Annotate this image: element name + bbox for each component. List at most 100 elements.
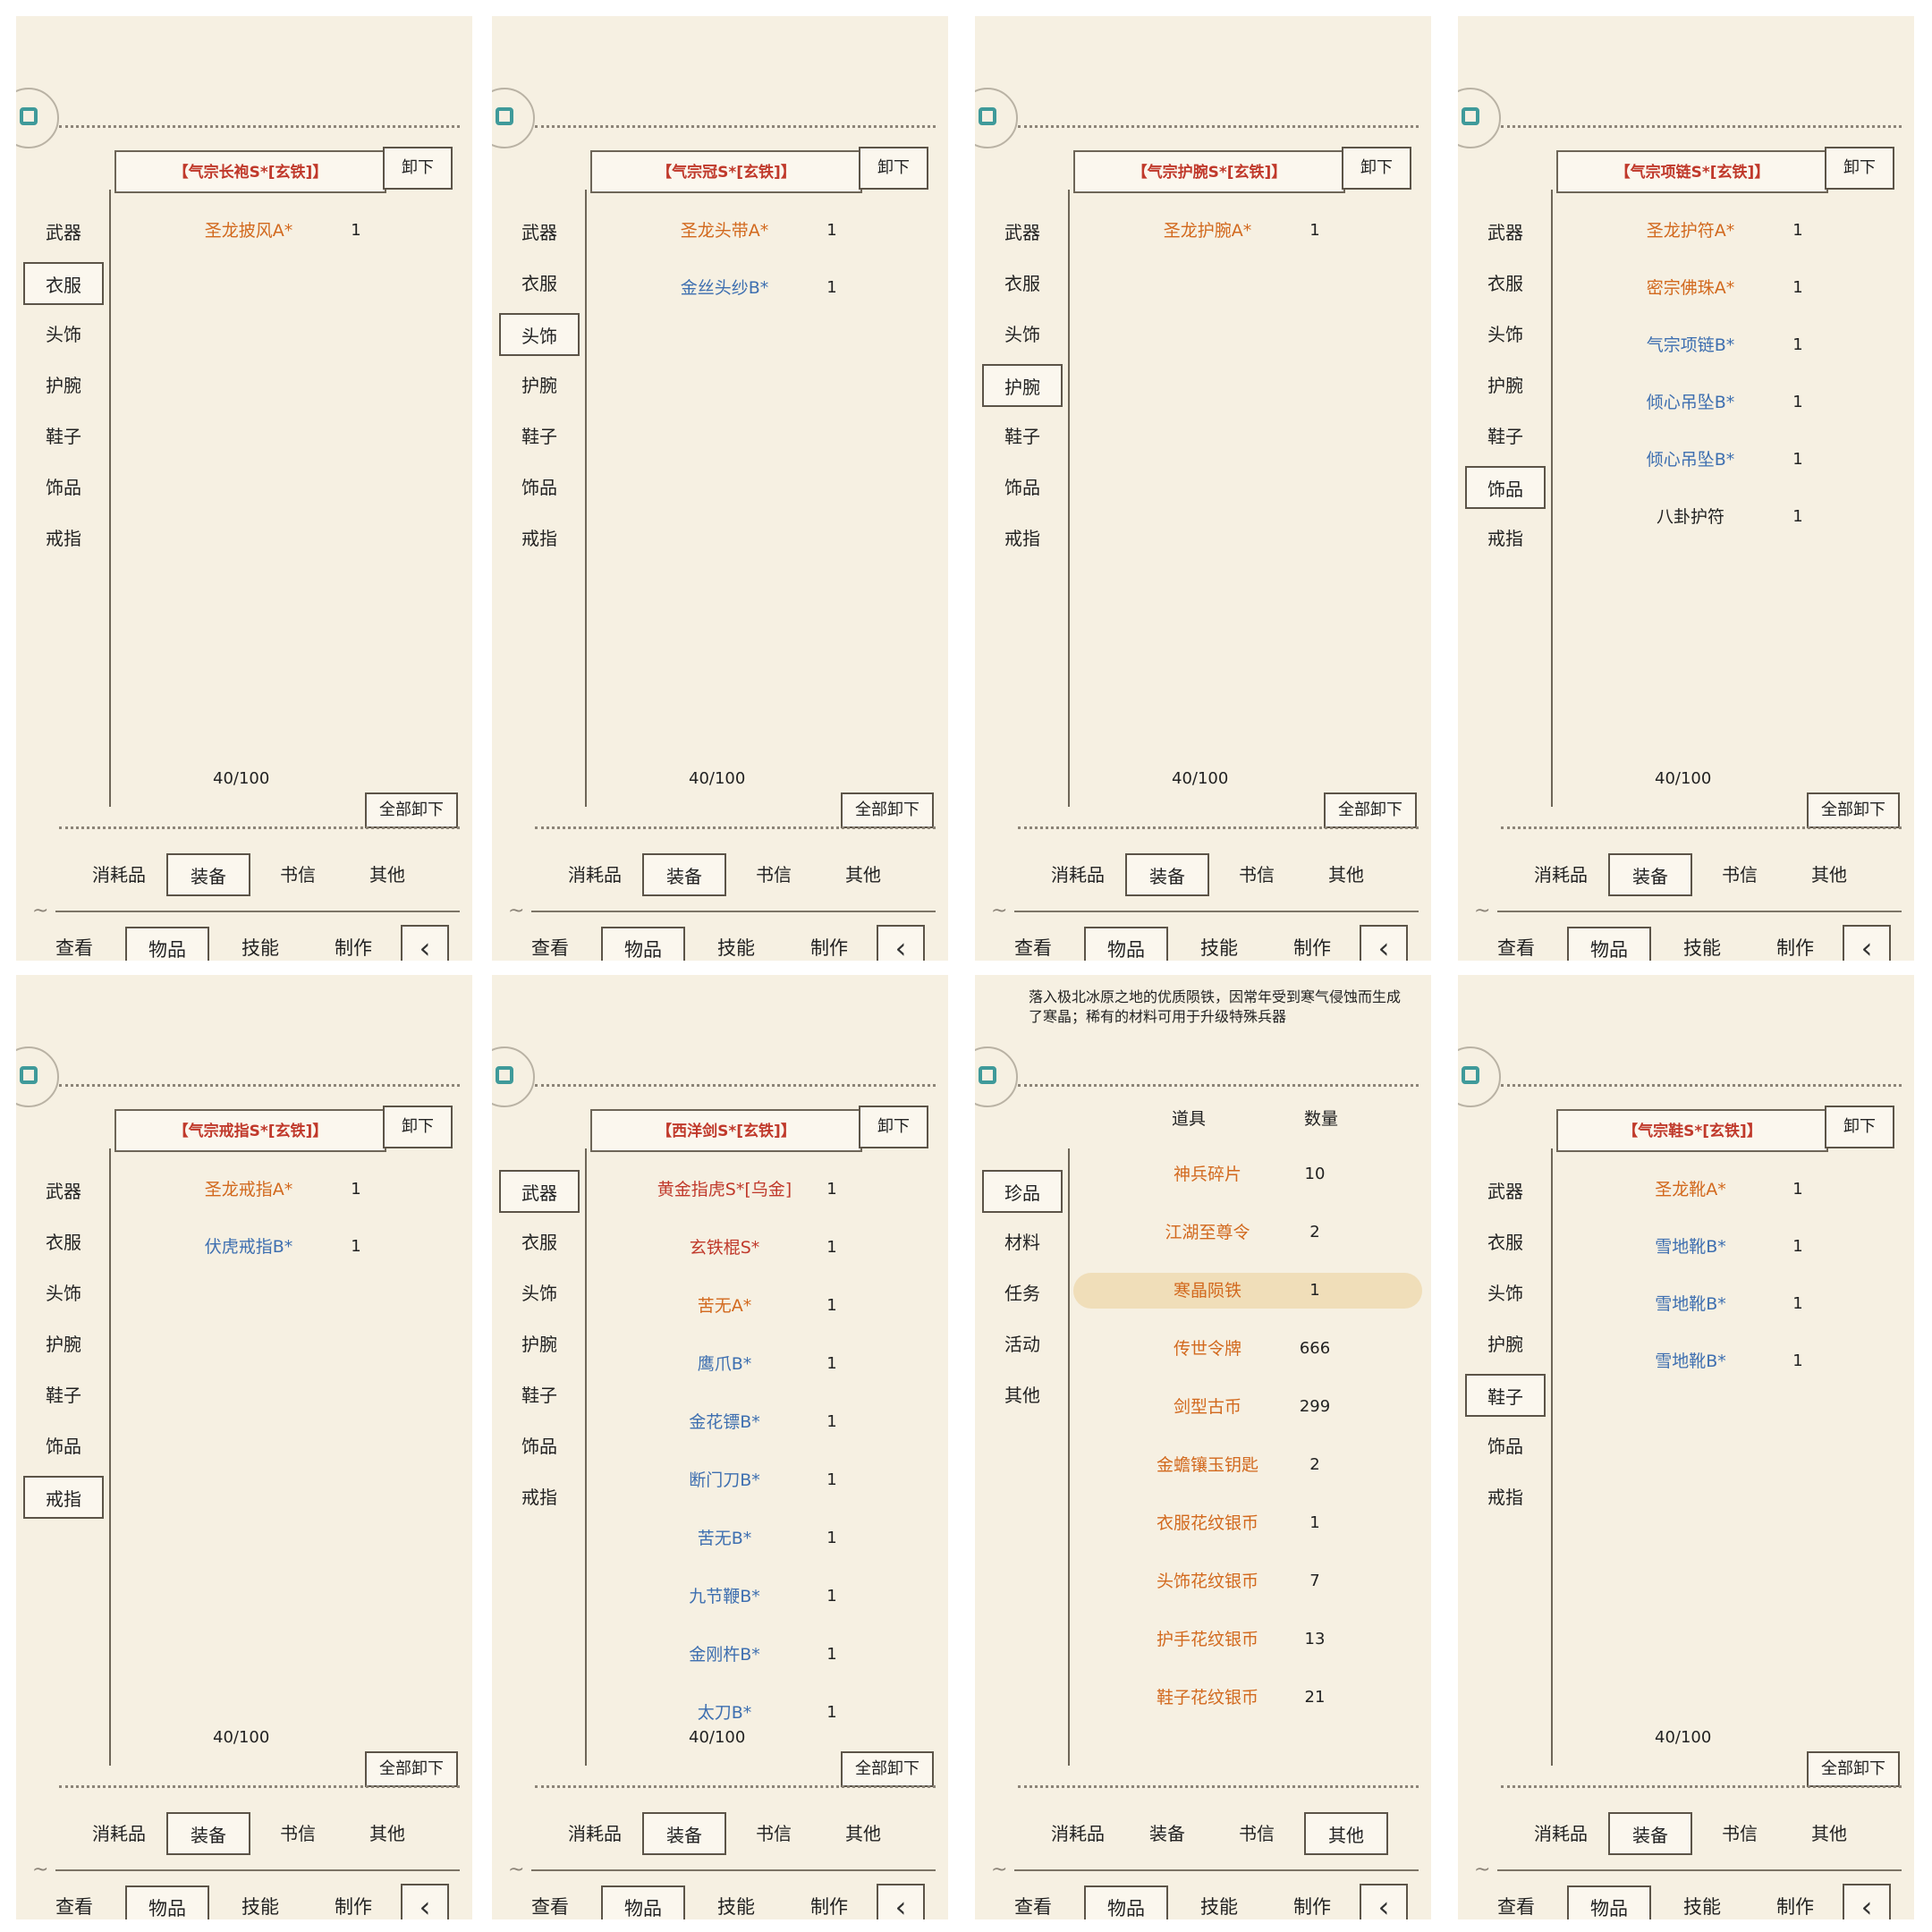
menu-orb-icon[interactable] [975,88,1018,148]
unequip-button[interactable]: 卸下 [1825,1106,1894,1148]
unequip-button[interactable]: 卸下 [1825,147,1894,190]
menu-orb-icon[interactable] [1458,88,1501,148]
list-item[interactable]: 玄铁棍S* [689,1238,760,1258]
main-tab[interactable]: 制作 [335,1896,372,1918]
main-tab[interactable]: 查看 [55,937,93,959]
sub-tab[interactable]: 其他 [369,1823,405,1844]
main-tab[interactable]: 查看 [1014,1896,1052,1918]
list-item[interactable]: 倾心吊坠B* [1646,450,1735,470]
list-item[interactable]: 圣龙护腕A* [1163,221,1252,241]
unequip-button[interactable]: 卸下 [1342,147,1411,190]
unequip-all-button[interactable]: 全部卸下 [1807,792,1900,828]
menu-orb-icon[interactable] [492,88,535,148]
category-tab[interactable]: 饰品 [521,477,557,498]
back-arrow-icon[interactable]: ‹ [1843,1884,1891,1919]
list-item[interactable]: 太刀B* [697,1703,752,1723]
list-item[interactable]: 头饰花纹银币 [1156,1572,1258,1591]
list-item[interactable]: 圣龙披风A* [204,221,293,241]
sub-tab[interactable]: 消耗品 [92,864,146,886]
sub-tab[interactable]: 消耗品 [568,1823,622,1844]
sub-tab[interactable]: 其他 [369,864,405,886]
main-tab[interactable]: 制作 [1293,937,1331,959]
sub-tab[interactable]: 书信 [1239,864,1275,886]
main-tab[interactable]: 技能 [242,937,279,959]
main-tab[interactable]: 查看 [531,937,569,959]
main-tab[interactable]: 技能 [717,937,755,959]
category-tab[interactable]: 鞋子 [46,426,81,447]
list-item[interactable]: 金刚杵B* [689,1645,760,1665]
category-tab[interactable]: 衣服 [521,1232,557,1253]
main-tab[interactable]: 查看 [55,1896,93,1918]
list-item[interactable]: 传世令牌 [1173,1339,1241,1359]
main-tab[interactable]: 物品 [1084,927,1168,961]
unequip-all-button[interactable]: 全部卸下 [365,1751,458,1787]
category-tab[interactable]: 头饰 [1487,324,1523,345]
category-tab[interactable]: 衣服 [1004,273,1040,294]
list-item[interactable]: 黄金指虎S*[乌金] [657,1180,792,1199]
sub-tab[interactable]: 装备 [642,1812,726,1855]
category-tab[interactable]: 饰品 [1487,1436,1523,1457]
back-arrow-icon[interactable]: ‹ [877,925,925,961]
equipped-slot[interactable]: 【气宗鞋S*[玄铁]】 [1556,1109,1828,1152]
category-tab[interactable]: 武器 [46,222,81,243]
list-item[interactable]: 金花镖B* [689,1412,760,1432]
category-tab[interactable]: 鞋子 [1487,426,1523,447]
sub-tab[interactable]: 消耗品 [568,864,622,886]
unequip-button[interactable]: 卸下 [859,147,928,190]
list-item[interactable]: 剑型古币 [1173,1397,1241,1417]
category-tab[interactable]: 衣服 [46,1232,81,1253]
category-tab[interactable]: 武器 [521,222,557,243]
main-tab[interactable]: 技能 [1200,937,1238,959]
category-tab[interactable]: 衣服 [23,262,104,305]
category-tab[interactable]: 头饰 [1004,324,1040,345]
category-tab[interactable]: 头饰 [499,313,580,356]
unequip-all-button[interactable]: 全部卸下 [1324,792,1417,828]
menu-orb-icon[interactable] [975,1046,1018,1107]
equipped-slot[interactable]: 【气宗项链S*[玄铁]】 [1556,150,1828,193]
sub-tab[interactable]: 装备 [642,853,726,896]
category-tab[interactable]: 头饰 [46,324,81,345]
main-tab[interactable]: 技能 [1683,1896,1721,1918]
sub-tab[interactable]: 书信 [756,864,792,886]
list-item[interactable]: 雪地靴B* [1655,1294,1726,1314]
list-item[interactable]: 衣服花纹银币 [1156,1513,1258,1533]
category-tab[interactable]: 衣服 [1487,1232,1523,1253]
category-tab[interactable]: 材料 [1004,1232,1040,1253]
list-item[interactable]: 圣龙头带A* [680,221,769,241]
sub-tab[interactable]: 消耗品 [1051,864,1105,886]
list-item[interactable]: 苦无A* [697,1296,752,1316]
main-tab[interactable]: 物品 [601,927,685,961]
list-item[interactable]: 九节鞭B* [689,1587,760,1606]
list-item[interactable]: 圣龙戒指A* [204,1180,293,1199]
category-tab[interactable]: 戒指 [521,528,557,549]
equipped-slot[interactable]: 【气宗戒指S*[玄铁]】 [114,1109,386,1152]
category-tab[interactable]: 护腕 [1487,1334,1523,1355]
sub-tab[interactable]: 消耗品 [1534,1823,1588,1844]
category-tab[interactable]: 戒指 [1004,528,1040,549]
category-tab[interactable]: 珍品 [982,1170,1063,1213]
back-arrow-icon[interactable]: ‹ [1843,925,1891,961]
sub-tab[interactable]: 消耗品 [1051,1823,1105,1844]
main-tab[interactable]: 物品 [125,927,209,961]
main-tab[interactable]: 查看 [1014,937,1052,959]
unequip-all-button[interactable]: 全部卸下 [1807,1751,1900,1787]
category-tab[interactable]: 其他 [1004,1385,1040,1406]
unequip-all-button[interactable]: 全部卸下 [841,792,934,828]
list-item[interactable]: 雪地靴B* [1655,1237,1726,1257]
list-item[interactable]: 金蟾镶玉钥匙 [1156,1455,1258,1475]
category-tab[interactable]: 戒指 [521,1487,557,1508]
category-tab[interactable]: 护腕 [521,375,557,396]
sub-tab[interactable]: 其他 [1811,1823,1847,1844]
sub-tab[interactable]: 书信 [1722,1823,1758,1844]
unequip-button[interactable]: 卸下 [859,1106,928,1148]
main-tab[interactable]: 查看 [531,1896,569,1918]
category-tab[interactable]: 饰品 [521,1436,557,1457]
category-tab[interactable]: 衣服 [521,273,557,294]
list-item[interactable]: 气宗项链B* [1646,335,1735,355]
list-item[interactable]: 圣龙护符A* [1646,221,1735,241]
list-item[interactable]: 雪地靴B* [1655,1352,1726,1371]
category-tab[interactable]: 戒指 [1487,528,1523,549]
list-item[interactable]: 八卦护符 [1656,507,1724,527]
main-tab[interactable]: 物品 [601,1885,685,1919]
category-tab[interactable]: 戒指 [46,528,81,549]
